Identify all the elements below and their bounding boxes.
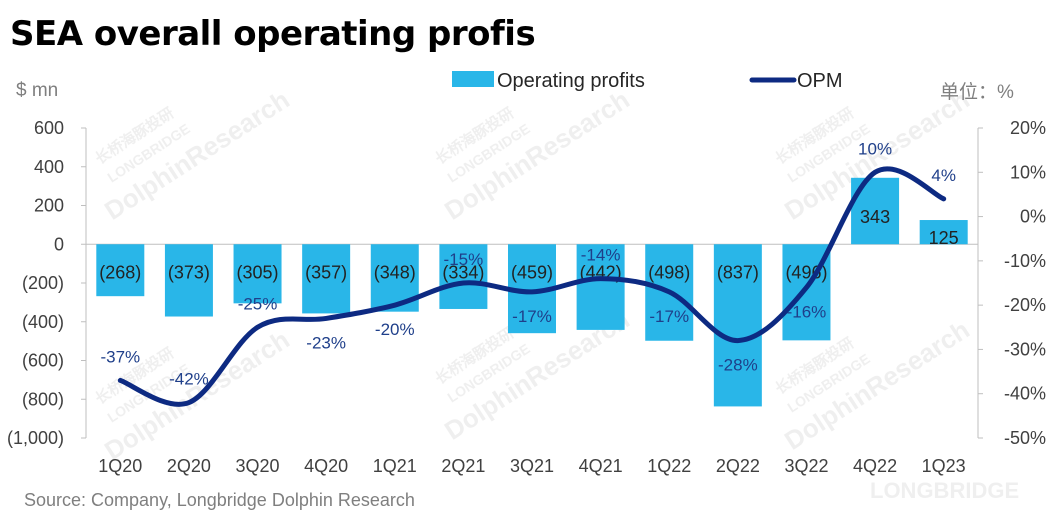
x-tick-label: 4Q22 [853,456,897,476]
left-tick-label: (800) [22,389,64,409]
bar [576,244,625,330]
x-tick-label: 4Q20 [304,456,348,476]
watermark-logo: LONGBRIDGE [870,478,1019,503]
opm-value-label: -15% [444,250,484,269]
left-tick-label: (1,000) [7,428,64,448]
bar [302,244,351,314]
watermark-en2: DolphinResearch [99,84,295,226]
source-note: Source: Company, Longbridge Dolphin Rese… [24,490,415,510]
left-tick-label: (400) [22,312,64,332]
left-tick-label: 400 [34,157,64,177]
x-tick-label: 1Q22 [647,456,691,476]
legend-bar-label: Operating profits [497,70,645,92]
bar-value-label: (837) [717,262,759,282]
bar-value-label: (334) [442,262,484,282]
right-tick-label: -30% [1004,339,1046,359]
x-tick-label: 4Q21 [579,456,623,476]
opm-value-label: 4% [931,166,956,185]
bars-layer [96,177,968,407]
x-tick-label: 3Q21 [510,456,554,476]
right-tick-label: -10% [1004,251,1046,271]
bar [919,220,968,245]
right-tick-label: -20% [1004,295,1046,315]
bar-value-label: (305) [237,262,279,282]
bar-value-label: (459) [511,262,553,282]
left-tick-label: (200) [22,273,64,293]
opm-value-label: -20% [375,320,415,339]
legend-line-label: OPM [797,70,843,92]
bar-value-label: (373) [168,262,210,282]
opm-value-label: -37% [100,347,140,366]
bar [96,244,145,297]
right-tick-label: 10% [1010,162,1046,182]
x-tick-label: 1Q21 [373,456,417,476]
opm-labels-layer: -37% -42% -25% -23% -20% -15% -17% -14% -17% -28%… [100,139,956,388]
left-unit-label: $ mn [16,80,58,101]
right-tick-label: 20% [1010,118,1046,138]
opm-value-label: -14% [581,246,621,265]
opm-value-label: -17% [649,307,689,326]
right-unit-label: 单位：% [940,81,1014,103]
x-tick-label: 1Q23 [922,456,966,476]
x-tick-label: 3Q22 [784,456,828,476]
opm-value-label: -17% [512,307,552,326]
opm-value-label: 10% [858,139,892,158]
opm-value-label: -28% [718,356,758,375]
left-tick-label: 600 [34,118,64,138]
bar [233,244,282,304]
x-tick-label: 3Q20 [236,456,280,476]
x-tick-label: 2Q22 [716,456,760,476]
bar [439,244,488,309]
bar-value-label: (498) [648,262,690,282]
opm-line-layer [117,166,947,407]
bar-value-label: (268) [99,262,141,282]
right-tick-label: -50% [1004,428,1046,448]
opm-value-label: -42% [169,370,209,389]
bar-value-label: 343 [860,207,890,227]
x-tick-label: 2Q20 [167,456,211,476]
bar-value-label: 125 [929,228,959,248]
bar [164,244,213,317]
bar-value-label: (348) [374,262,416,282]
right-tick-label: -40% [1004,384,1046,404]
opm-value-label: -16% [787,302,827,321]
left-tick-label: (600) [22,351,64,371]
opm-value-label: -23% [306,333,346,352]
legend: Operating profits OPM [452,70,843,92]
left-tick-label: 0 [54,234,64,254]
bar [713,244,762,407]
right-tick-label: 0% [1020,207,1046,227]
legend-bar-swatch [452,71,494,87]
x-tick-label: 2Q21 [441,456,485,476]
watermark-en2: DolphinResearch [439,84,635,226]
x-axis-labels: 1Q20 2Q20 3Q20 4Q20 1Q21 2Q21 3Q21 4Q21 1Q22 2Q22… [98,456,965,476]
left-tick-label: 200 [34,196,64,216]
bar-value-label: (357) [305,262,347,282]
page-title: SEA overall operating profis [10,14,536,54]
x-tick-label: 1Q20 [98,456,142,476]
opm-line [117,166,947,407]
opm-value-label: -25% [238,294,278,313]
